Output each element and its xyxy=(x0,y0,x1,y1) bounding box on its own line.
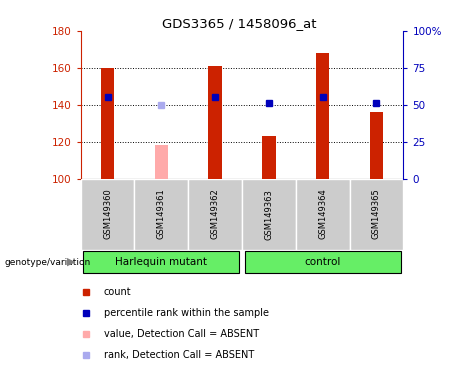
Bar xyxy=(316,53,330,179)
Text: GSM149365: GSM149365 xyxy=(372,189,381,240)
Text: rank, Detection Call = ABSENT: rank, Detection Call = ABSENT xyxy=(104,350,254,360)
Bar xyxy=(208,66,222,179)
Text: GDS3365 / 1458096_at: GDS3365 / 1458096_at xyxy=(162,17,317,30)
Text: percentile rank within the sample: percentile rank within the sample xyxy=(104,308,269,318)
Text: ▶: ▶ xyxy=(67,257,76,267)
Text: GSM149360: GSM149360 xyxy=(103,189,112,240)
Text: GSM149364: GSM149364 xyxy=(318,189,327,240)
Text: GSM149361: GSM149361 xyxy=(157,189,166,240)
Text: genotype/variation: genotype/variation xyxy=(5,258,91,266)
Bar xyxy=(135,179,188,250)
Bar xyxy=(296,179,349,250)
Text: GSM149362: GSM149362 xyxy=(211,189,219,240)
Bar xyxy=(349,179,403,250)
Bar xyxy=(262,136,276,179)
Bar xyxy=(188,179,242,250)
Text: Harlequin mutant: Harlequin mutant xyxy=(115,257,207,266)
Bar xyxy=(81,179,135,250)
Text: value, Detection Call = ABSENT: value, Detection Call = ABSENT xyxy=(104,329,259,339)
Bar xyxy=(245,251,401,273)
Bar xyxy=(83,251,239,273)
Text: count: count xyxy=(104,287,131,297)
Bar xyxy=(242,179,296,250)
Bar xyxy=(154,145,168,179)
Bar xyxy=(370,112,383,179)
Text: GSM149363: GSM149363 xyxy=(265,189,273,240)
Text: control: control xyxy=(305,257,341,266)
Bar xyxy=(101,68,114,179)
